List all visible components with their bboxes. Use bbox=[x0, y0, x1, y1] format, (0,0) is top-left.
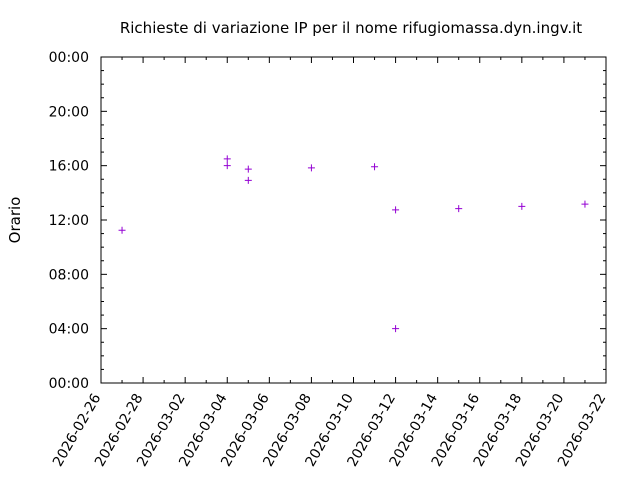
y-tick-label: 20:00 bbox=[49, 104, 89, 120]
axis-ticks bbox=[100, 56, 607, 384]
y-tick-label: 00:00 bbox=[49, 50, 89, 66]
data-point bbox=[455, 205, 463, 213]
plot-area bbox=[100, 56, 607, 384]
data-points bbox=[118, 155, 589, 333]
data-point bbox=[118, 226, 126, 234]
data-point bbox=[581, 200, 589, 208]
y-tick-labels: 00:00 04:00 08:00 12:00 16:00 20:00 00:00 bbox=[49, 50, 89, 392]
data-point bbox=[371, 163, 379, 171]
chart-title: Richieste di variazione IP per il nome r… bbox=[120, 19, 582, 37]
data-point bbox=[223, 162, 231, 170]
y-axis-label: Orario bbox=[6, 197, 24, 244]
data-point bbox=[223, 155, 231, 163]
data-point bbox=[518, 202, 526, 210]
y-tick-label: 12:00 bbox=[49, 213, 89, 229]
data-point bbox=[392, 206, 400, 214]
y-tick-label: 04:00 bbox=[49, 322, 89, 338]
data-point bbox=[244, 176, 252, 184]
y-tick-label: 08:00 bbox=[49, 267, 89, 283]
data-point bbox=[392, 325, 400, 333]
data-point bbox=[244, 165, 252, 173]
y-tick-label: 00:00 bbox=[49, 376, 89, 392]
data-point bbox=[307, 164, 315, 172]
x-tick-labels: 2026-02-262026-02-282026-03-022026-03-04… bbox=[50, 391, 610, 470]
y-tick-label: 16:00 bbox=[49, 159, 89, 175]
